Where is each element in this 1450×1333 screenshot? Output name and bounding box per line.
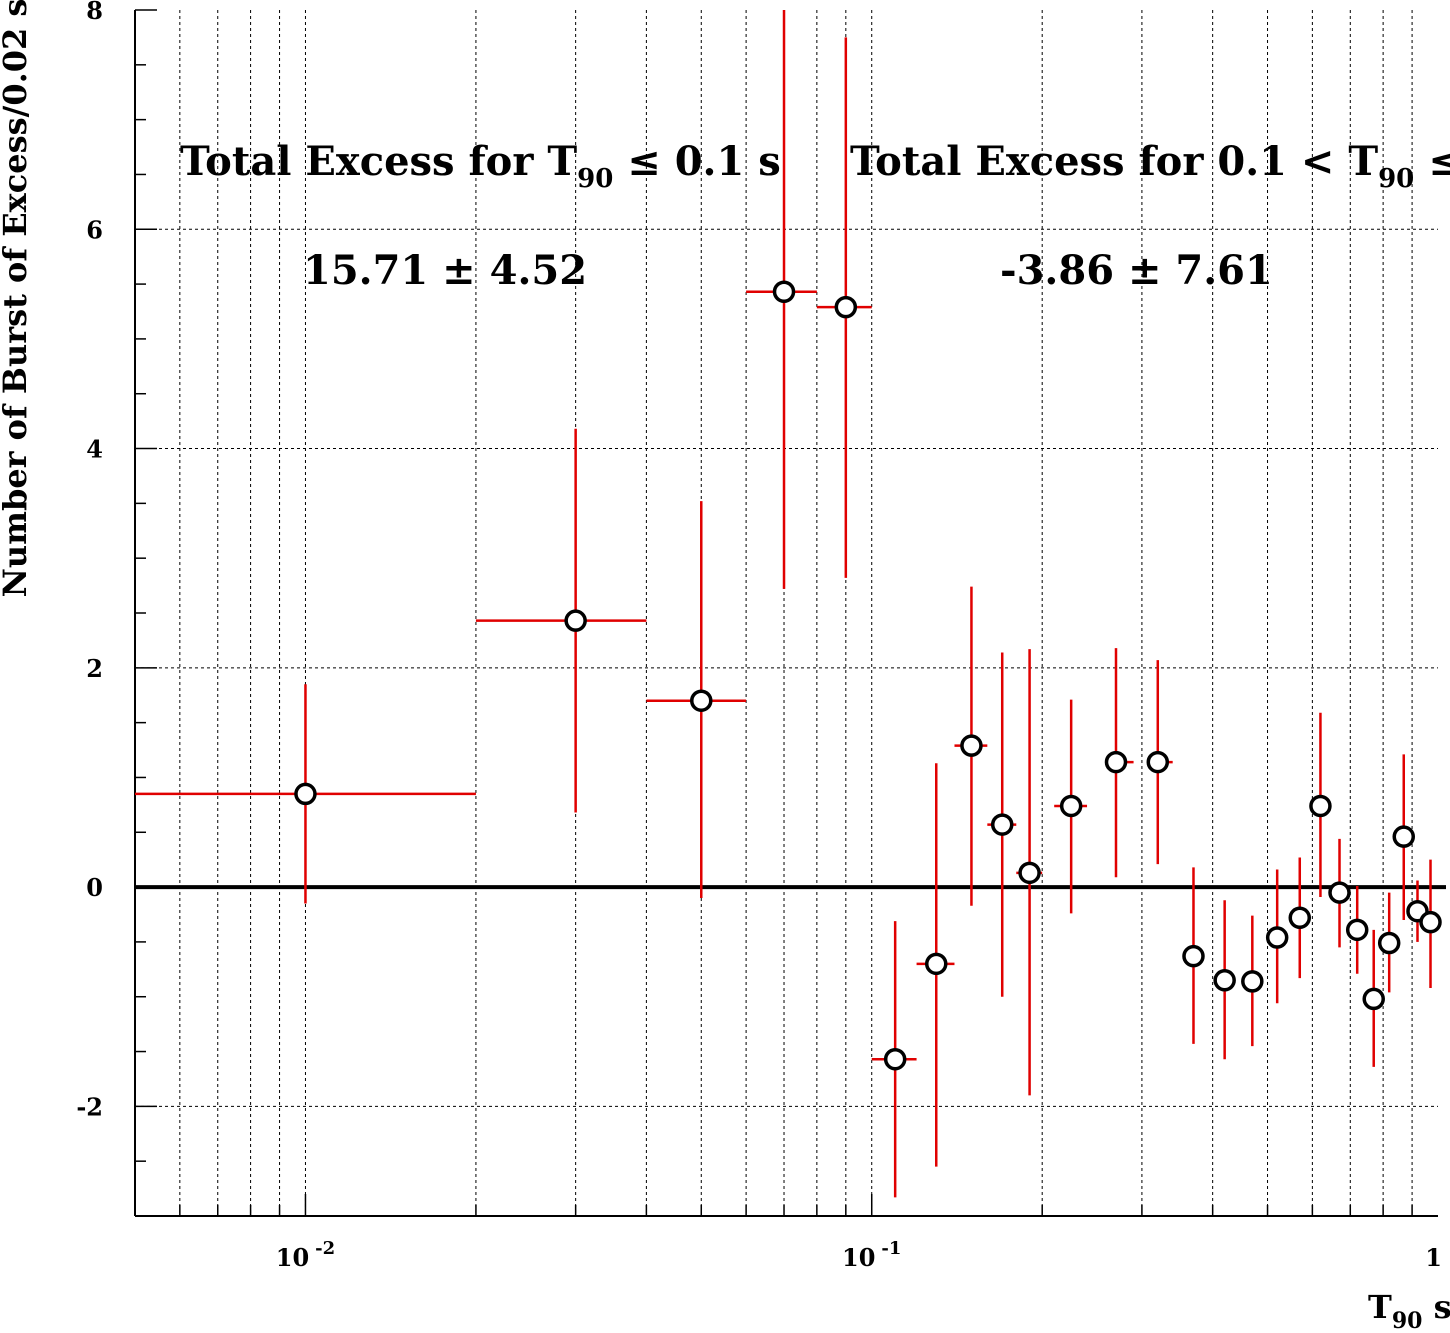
data-point xyxy=(772,280,796,304)
y-tick-label: -2 xyxy=(76,1092,103,1121)
grid xyxy=(135,10,1438,1216)
data-point xyxy=(1059,794,1083,818)
x-tick-label: 10 -1 xyxy=(842,1238,901,1272)
y-tick-label: 6 xyxy=(86,215,103,244)
data-point xyxy=(1309,794,1332,818)
y-tick-label: 2 xyxy=(86,654,103,683)
y-tick-label: 0 xyxy=(86,873,103,902)
data-point xyxy=(1241,970,1264,993)
data-point xyxy=(883,1047,907,1071)
right-total-value: -3.86 ± 7.61 xyxy=(1000,247,1273,294)
data-point xyxy=(1182,944,1205,968)
data-point xyxy=(834,295,858,319)
y-tick-label: 4 xyxy=(86,435,103,464)
y-tick-label: 8 xyxy=(86,0,103,25)
y-axis-title: Number of Burst of Excess/0.02 s xyxy=(0,0,34,597)
data-point xyxy=(690,689,713,712)
data-point xyxy=(1265,926,1289,949)
x-axis-title: T90 s xyxy=(1368,1288,1450,1333)
data-point xyxy=(1288,906,1312,930)
data-point xyxy=(294,782,317,806)
data-point xyxy=(990,813,1014,836)
data-point xyxy=(1213,969,1236,992)
x-tick-label: 10 -2 xyxy=(276,1238,335,1272)
right-total-title: Total Excess for 0.1 < T90 ≤ 1 s xyxy=(850,138,1450,194)
data-point xyxy=(1104,750,1128,774)
data-point xyxy=(1392,825,1416,848)
data-point xyxy=(1345,918,1369,942)
data-point xyxy=(960,734,983,757)
tick-labels: -2 0 2 4 6 8 10 -2 10 -1 1 xyxy=(76,0,1442,1272)
data-point xyxy=(564,609,587,632)
data-point xyxy=(1146,750,1170,774)
data-point xyxy=(1018,861,1041,885)
plot-frame xyxy=(134,9,1438,1217)
data-point xyxy=(1377,931,1401,955)
data-point xyxy=(1328,881,1351,904)
data-point xyxy=(1419,910,1442,934)
data-points xyxy=(294,280,1442,1071)
left-total-title: Total Excess for T90 ≤ 0.1 s xyxy=(180,138,781,194)
data-point xyxy=(1362,987,1385,1011)
x-tick-label: 1 xyxy=(1425,1243,1442,1272)
data-point xyxy=(925,952,948,976)
left-total-value: 15.71 ± 4.52 xyxy=(303,247,587,294)
